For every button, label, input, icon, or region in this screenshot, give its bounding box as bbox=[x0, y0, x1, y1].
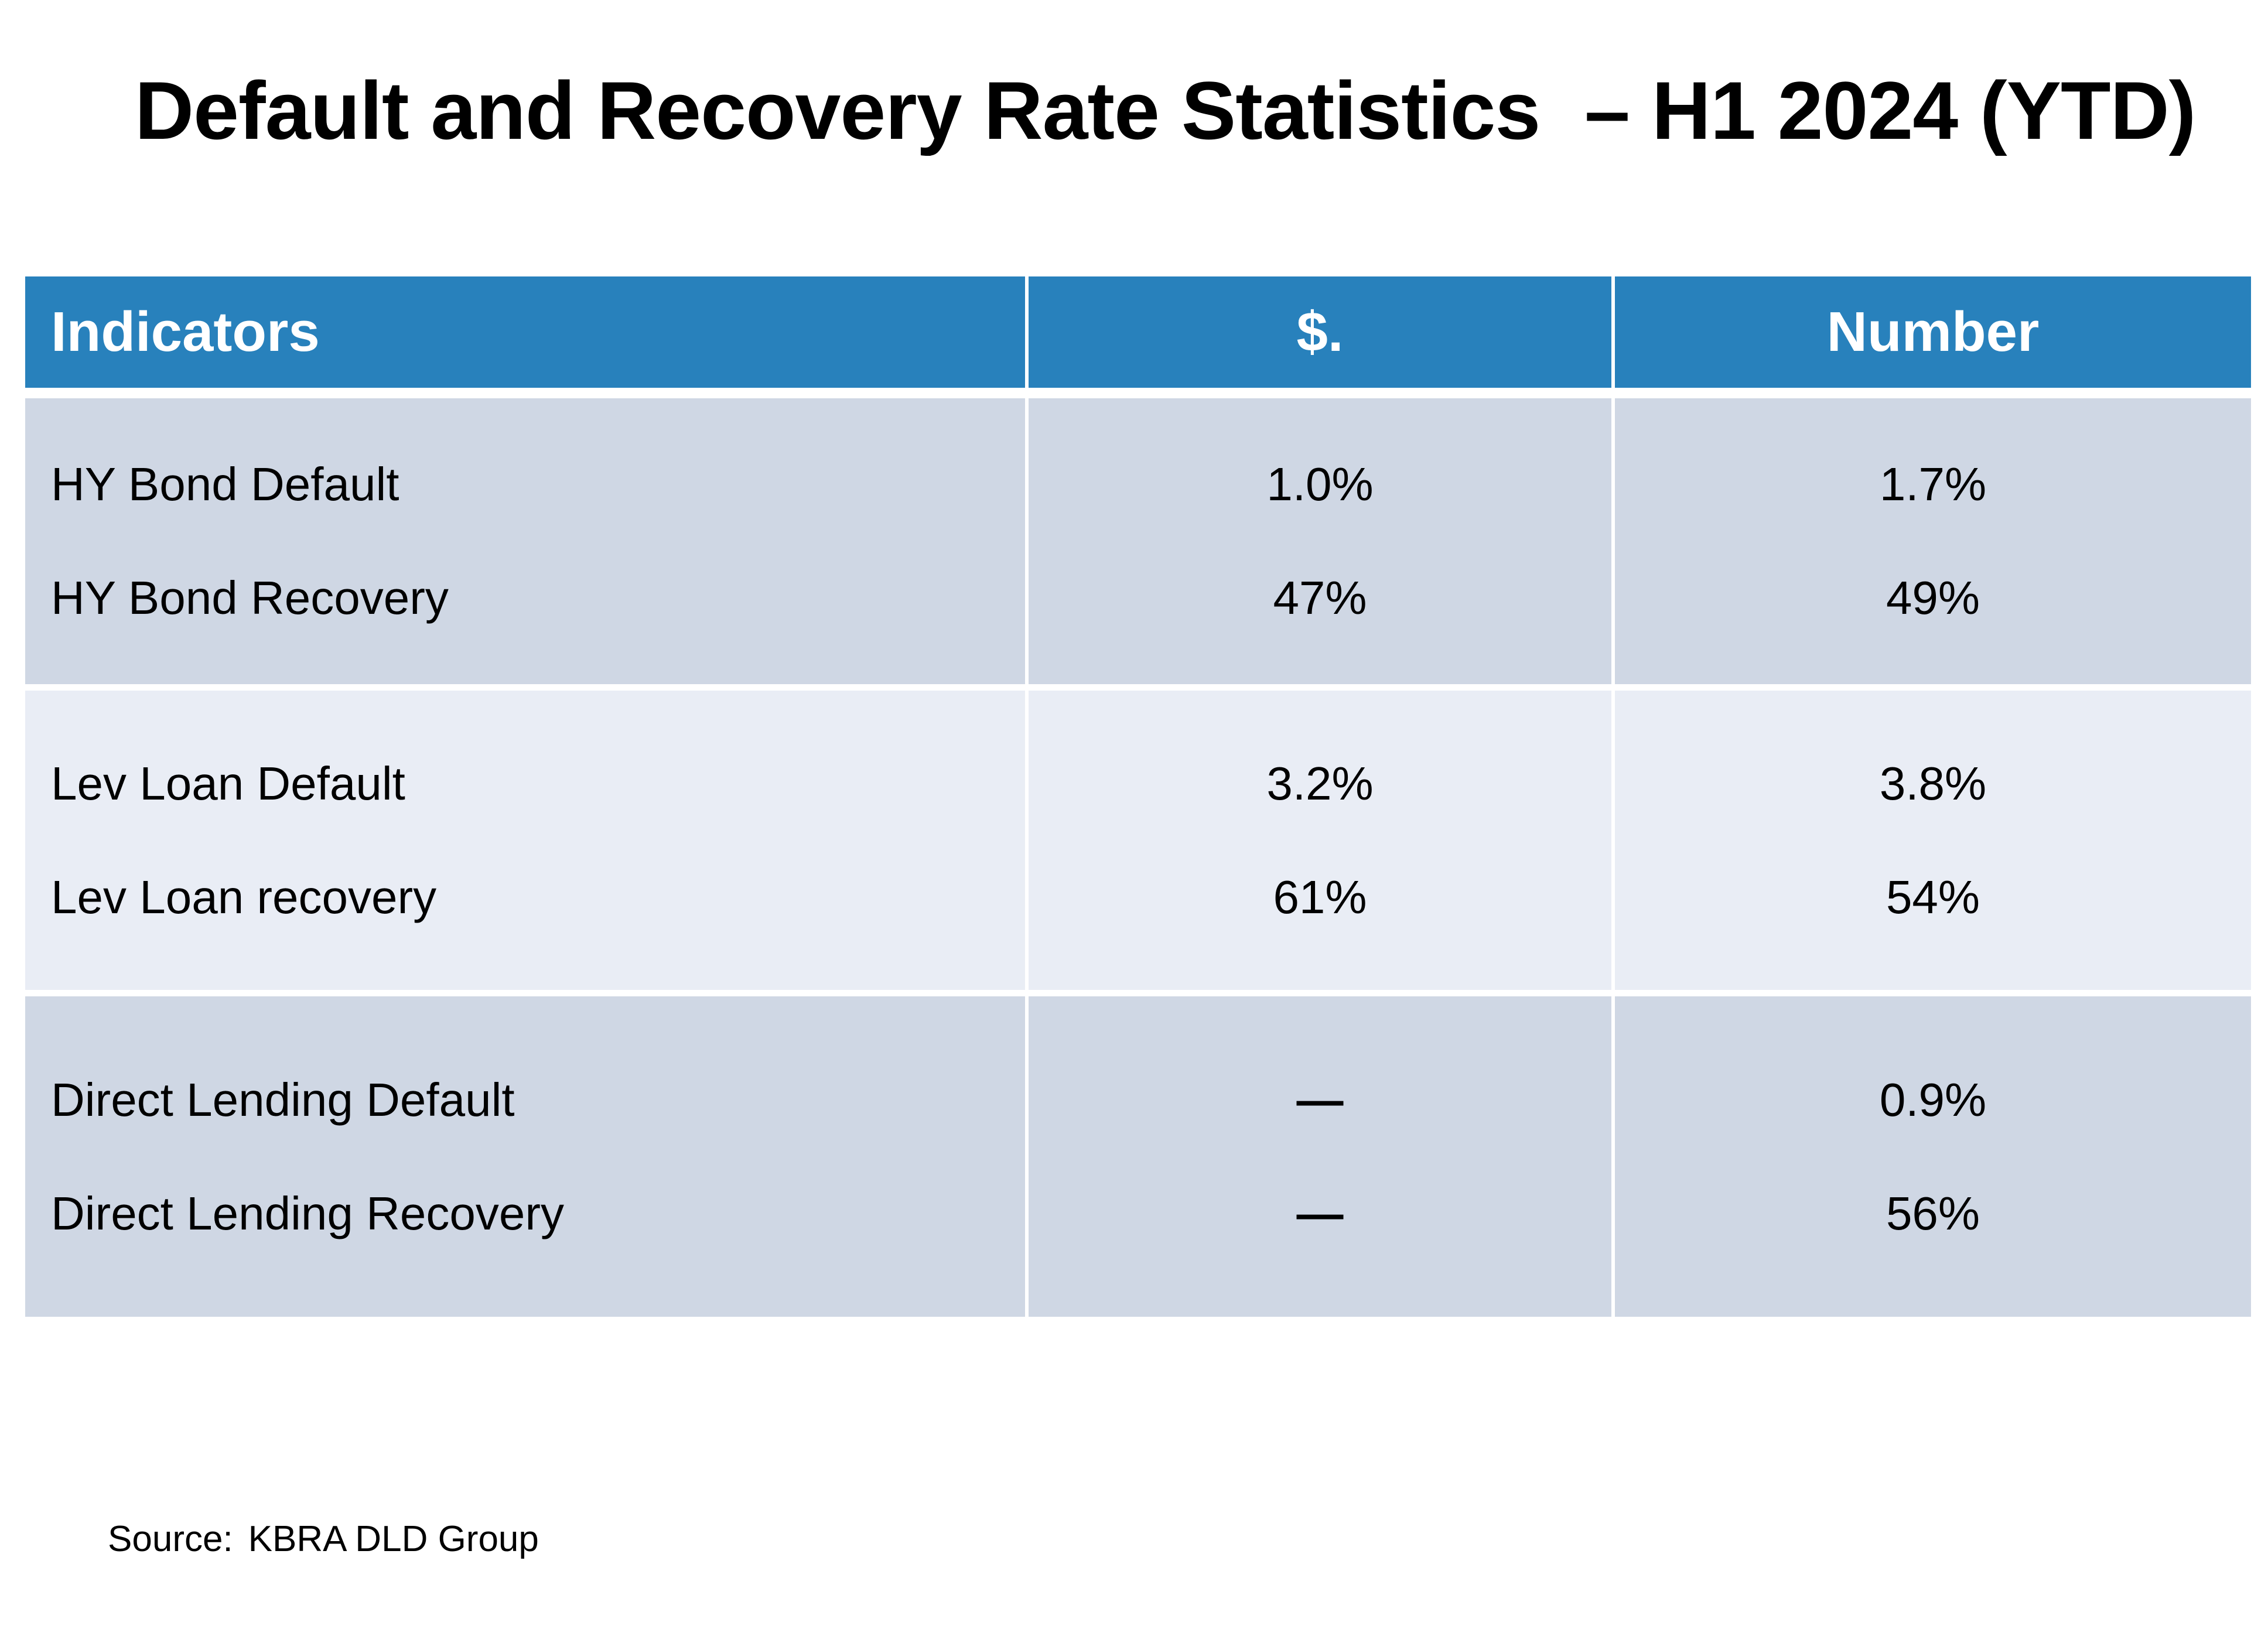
column-header-indicators: Indicators bbox=[25, 276, 1025, 388]
number-value: 1.7% bbox=[1879, 458, 1987, 510]
dollar-value: 47% bbox=[1273, 572, 1367, 624]
band-number-column: 0.9% 56% bbox=[1615, 996, 2251, 1317]
default-recovery-table: Indicators $. Number HY Bond Default HY … bbox=[25, 276, 2251, 1323]
row-label: HY Bond Recovery bbox=[51, 572, 449, 624]
band-dollar-column: 1.0% 47% bbox=[1029, 398, 1611, 684]
table-band-hy-bond: HY Bond Default HY Bond Recovery 1.0% 47… bbox=[25, 398, 2251, 684]
band-dollar-column: 3.2% 61% bbox=[1029, 691, 1611, 990]
column-header-number: Number bbox=[1615, 276, 2251, 388]
number-value: 3.8% bbox=[1879, 757, 1987, 810]
row-label: Lev Loan recovery bbox=[51, 870, 437, 923]
dollar-value-dash: — bbox=[1296, 1187, 1344, 1239]
band-number-column: 3.8% 54% bbox=[1615, 691, 2251, 990]
number-value: 56% bbox=[1886, 1187, 1980, 1239]
table-band-lev-loan: Lev Loan Default Lev Loan recovery 3.2% … bbox=[25, 691, 2251, 990]
number-value: 49% bbox=[1886, 572, 1980, 624]
dollar-value: 1.0% bbox=[1266, 458, 1374, 510]
source-label: Source: bbox=[108, 1519, 233, 1559]
source-line: Source: KBRA DLD Group bbox=[108, 1518, 539, 1560]
band-dollar-column: — — bbox=[1029, 996, 1611, 1317]
band-number-column: 1.7% 49% bbox=[1615, 398, 2251, 684]
row-label: Direct Lending Recovery bbox=[51, 1187, 564, 1239]
source-value: KBRA DLD Group bbox=[248, 1519, 539, 1559]
number-value: 0.9% bbox=[1879, 1073, 1987, 1126]
row-label: HY Bond Default bbox=[51, 458, 399, 510]
number-value: 54% bbox=[1886, 870, 1980, 923]
table-band-direct-lending: Direct Lending Default Direct Lending Re… bbox=[25, 996, 2251, 1317]
dollar-value-dash: — bbox=[1296, 1073, 1344, 1126]
page-title: Default and Recovery Rate Statistics – H… bbox=[135, 64, 2196, 156]
dollar-value: 61% bbox=[1273, 870, 1367, 923]
dollar-value: 3.2% bbox=[1266, 757, 1374, 810]
band-labels-column: Lev Loan Default Lev Loan recovery bbox=[25, 691, 1025, 990]
row-label: Direct Lending Default bbox=[51, 1073, 515, 1126]
band-labels-column: HY Bond Default HY Bond Recovery bbox=[25, 398, 1025, 684]
table-header-row: Indicators $. Number bbox=[25, 276, 2251, 388]
band-labels-column: Direct Lending Default Direct Lending Re… bbox=[25, 996, 1025, 1317]
column-header-dollar: $. bbox=[1029, 276, 1611, 388]
row-label: Lev Loan Default bbox=[51, 757, 405, 810]
